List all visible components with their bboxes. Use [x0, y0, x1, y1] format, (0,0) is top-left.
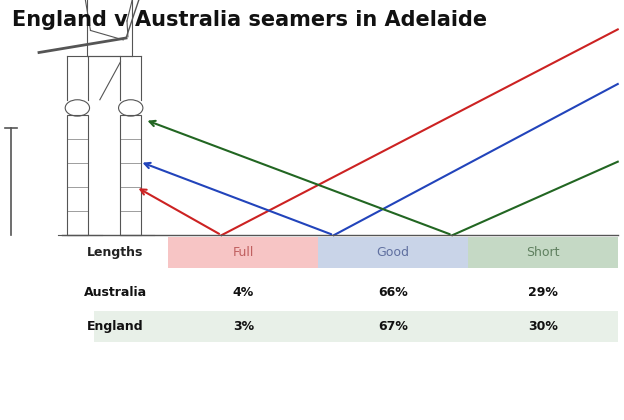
- Bar: [67, 116, 87, 235]
- Bar: [168, 237, 318, 268]
- Bar: [318, 237, 468, 268]
- Bar: [468, 237, 618, 268]
- Text: Australia: Australia: [84, 286, 147, 299]
- Bar: [94, 311, 618, 342]
- Text: England v Australia seamers in Adelaide: England v Australia seamers in Adelaide: [12, 10, 487, 31]
- Text: Good: Good: [377, 246, 409, 259]
- Text: 4%: 4%: [233, 286, 254, 299]
- Text: 3%: 3%: [233, 320, 254, 333]
- Text: England: England: [87, 320, 144, 333]
- Text: 67%: 67%: [378, 320, 408, 333]
- Text: Short: Short: [526, 246, 560, 259]
- Text: Lengths: Lengths: [87, 246, 144, 259]
- Text: 66%: 66%: [378, 286, 408, 299]
- Bar: [120, 116, 141, 235]
- Text: 29%: 29%: [528, 286, 558, 299]
- Text: Full: Full: [233, 246, 254, 259]
- Text: 30%: 30%: [528, 320, 558, 333]
